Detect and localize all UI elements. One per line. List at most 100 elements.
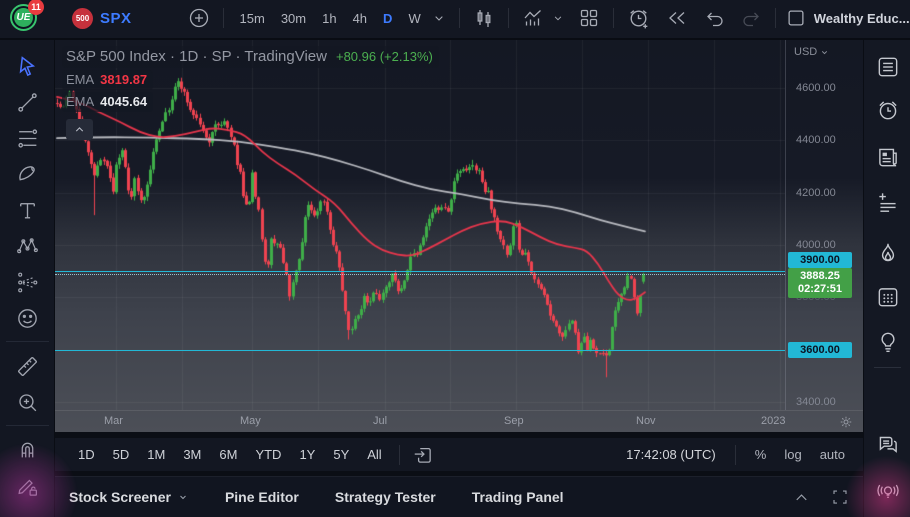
range-5d[interactable]: 5D (112, 447, 130, 462)
current-price-value: 3888.25 (800, 270, 840, 282)
current-price-line (55, 274, 785, 275)
xabcd-pattern-icon (17, 238, 38, 254)
pane-collapse-button[interactable] (66, 119, 93, 140)
price-label-3400: 3400.00 (796, 396, 836, 409)
interval-4h[interactable]: 4h (352, 10, 368, 26)
magnet-icon (21, 442, 34, 458)
news-button[interactable] (874, 143, 901, 170)
logo-monogram: UE (14, 8, 33, 27)
brush-tool[interactable] (14, 161, 41, 188)
price-axis[interactable]: USD 4600.004400.004200.004000.003800.003… (785, 40, 863, 410)
legend-title-row[interactable]: S&P 500 Index · 1D · SP · TradingView +8… (62, 46, 439, 68)
chevron-down-icon (554, 16, 561, 21)
chart-wrap: S&P 500 Index · 1D · SP · TradingView +8… (55, 40, 863, 432)
chevron-down-icon (180, 495, 186, 500)
range-3m[interactable]: 3M (183, 447, 202, 462)
chat-button[interactable] (874, 430, 901, 457)
tab-label: Pine Editor (224, 489, 299, 505)
tab-pine-editor[interactable]: Pine Editor (225, 489, 299, 505)
tab-strategy-tester[interactable]: Strategy Tester (335, 489, 436, 505)
symbol-add-button[interactable] (184, 3, 214, 33)
hotlists-button[interactable] (874, 239, 901, 266)
divider (507, 8, 509, 28)
indicators-button[interactable] (518, 3, 548, 33)
chart-section: S&P 500 Index · 1D · SP · TradingView +8… (55, 40, 863, 517)
symbol-ticker[interactable]: SPX (100, 9, 132, 27)
ideas-stream-button[interactable] (874, 477, 901, 504)
ideas-button[interactable] (874, 328, 901, 355)
interval-W[interactable]: W (408, 10, 421, 26)
measure-tool[interactable] (14, 353, 41, 380)
range-5y[interactable]: 5Y (333, 447, 350, 462)
go-to-date-button[interactable] (409, 441, 437, 469)
clock[interactable]: 17:42:08 (UTC) (626, 447, 716, 462)
watchlist-button[interactable] (874, 53, 901, 80)
chart-style-button[interactable] (469, 3, 499, 33)
time-axis[interactable]: Mar May Jul Sep Nov 2023 (55, 410, 863, 432)
trend-line-icon (18, 93, 37, 112)
maximize-icon[interactable] (831, 488, 849, 506)
account-name[interactable]: Wealthy Educ... (813, 10, 910, 26)
horizontal-level-line-3600[interactable] (55, 350, 785, 351)
ema-fast-value: 3819.87 (100, 72, 148, 87)
interval-30m[interactable]: 30m (280, 10, 307, 26)
range-1m[interactable]: 1M (147, 447, 166, 462)
alerts-button[interactable] (874, 96, 901, 123)
currency-selector[interactable]: USD (794, 46, 829, 58)
tab-label: Strategy Tester (334, 489, 436, 505)
range-6m[interactable]: 6M (219, 447, 238, 462)
divider (398, 444, 400, 465)
app-logo[interactable]: UE 11 (8, 0, 44, 34)
indicators-menu-button[interactable] (548, 8, 568, 28)
calendar-button[interactable] (874, 283, 901, 310)
fib-retracement-tool[interactable] (14, 125, 41, 152)
divider (458, 8, 460, 28)
interval-15m[interactable]: 15m (239, 10, 265, 26)
range-1y[interactable]: 1Y (299, 447, 316, 462)
drawing-lock-tool[interactable] (14, 473, 41, 500)
text-notes-button[interactable] (874, 188, 901, 215)
cursor-tool[interactable] (14, 53, 41, 80)
lightbulb-waves-icon (876, 484, 899, 498)
undo-button[interactable] (700, 3, 730, 33)
layouts-button[interactable] (574, 3, 604, 33)
xabcd-pattern-tool[interactable] (14, 233, 41, 260)
scale-auto[interactable]: auto (819, 447, 845, 462)
interval-1h[interactable]: 1h (322, 10, 337, 26)
range-1d[interactable]: 1D (78, 447, 95, 462)
time-label-nov: Nov (636, 415, 656, 427)
panel-collapse-icon[interactable] (792, 488, 811, 507)
price-label-4400: 4400.00 (796, 134, 836, 147)
layout-square-icon[interactable] (785, 7, 807, 29)
cursor-icon (19, 56, 36, 77)
divider (6, 341, 49, 342)
scale-log[interactable]: log (784, 447, 802, 462)
trend-line-tool[interactable] (14, 89, 41, 116)
tab-trading-panel[interactable]: Trading Panel (472, 489, 564, 505)
fib-retracement-icon (18, 129, 38, 148)
level-label-3600: 3600.00 (788, 342, 852, 358)
create-alert-button[interactable] (623, 3, 654, 34)
emoji-tool[interactable] (14, 305, 41, 332)
tab-stock-screener[interactable]: Stock Screener (69, 489, 189, 505)
candlestick-chart[interactable] (55, 40, 785, 410)
magnet-tool[interactable] (14, 436, 41, 463)
text-tool[interactable] (14, 197, 41, 224)
chart-settings-button[interactable] (839, 415, 853, 429)
interval-menu-button[interactable] (428, 7, 450, 29)
redo-button[interactable] (736, 3, 766, 33)
interval-D[interactable]: D (383, 10, 393, 26)
ema-slow-label: EMA (66, 94, 95, 109)
zoom-in-tool[interactable] (14, 389, 41, 416)
chart-pane[interactable]: S&P 500 Index · 1D · SP · TradingView +8… (55, 40, 785, 410)
ema-fast-row[interactable]: EMA 3819.87 (62, 70, 154, 90)
forecast-tool[interactable] (14, 269, 41, 296)
horizontal-level-line-3900[interactable] (55, 271, 785, 272)
bar-replay-button[interactable] (662, 3, 692, 33)
price-label-4000: 4000.00 (796, 239, 836, 251)
range-all[interactable]: All (367, 447, 382, 462)
scale-percent[interactable]: % (754, 447, 767, 462)
range-ytd[interactable]: YTD (255, 447, 282, 462)
ema-slow-row[interactable]: EMA 4045.64 (62, 92, 154, 112)
